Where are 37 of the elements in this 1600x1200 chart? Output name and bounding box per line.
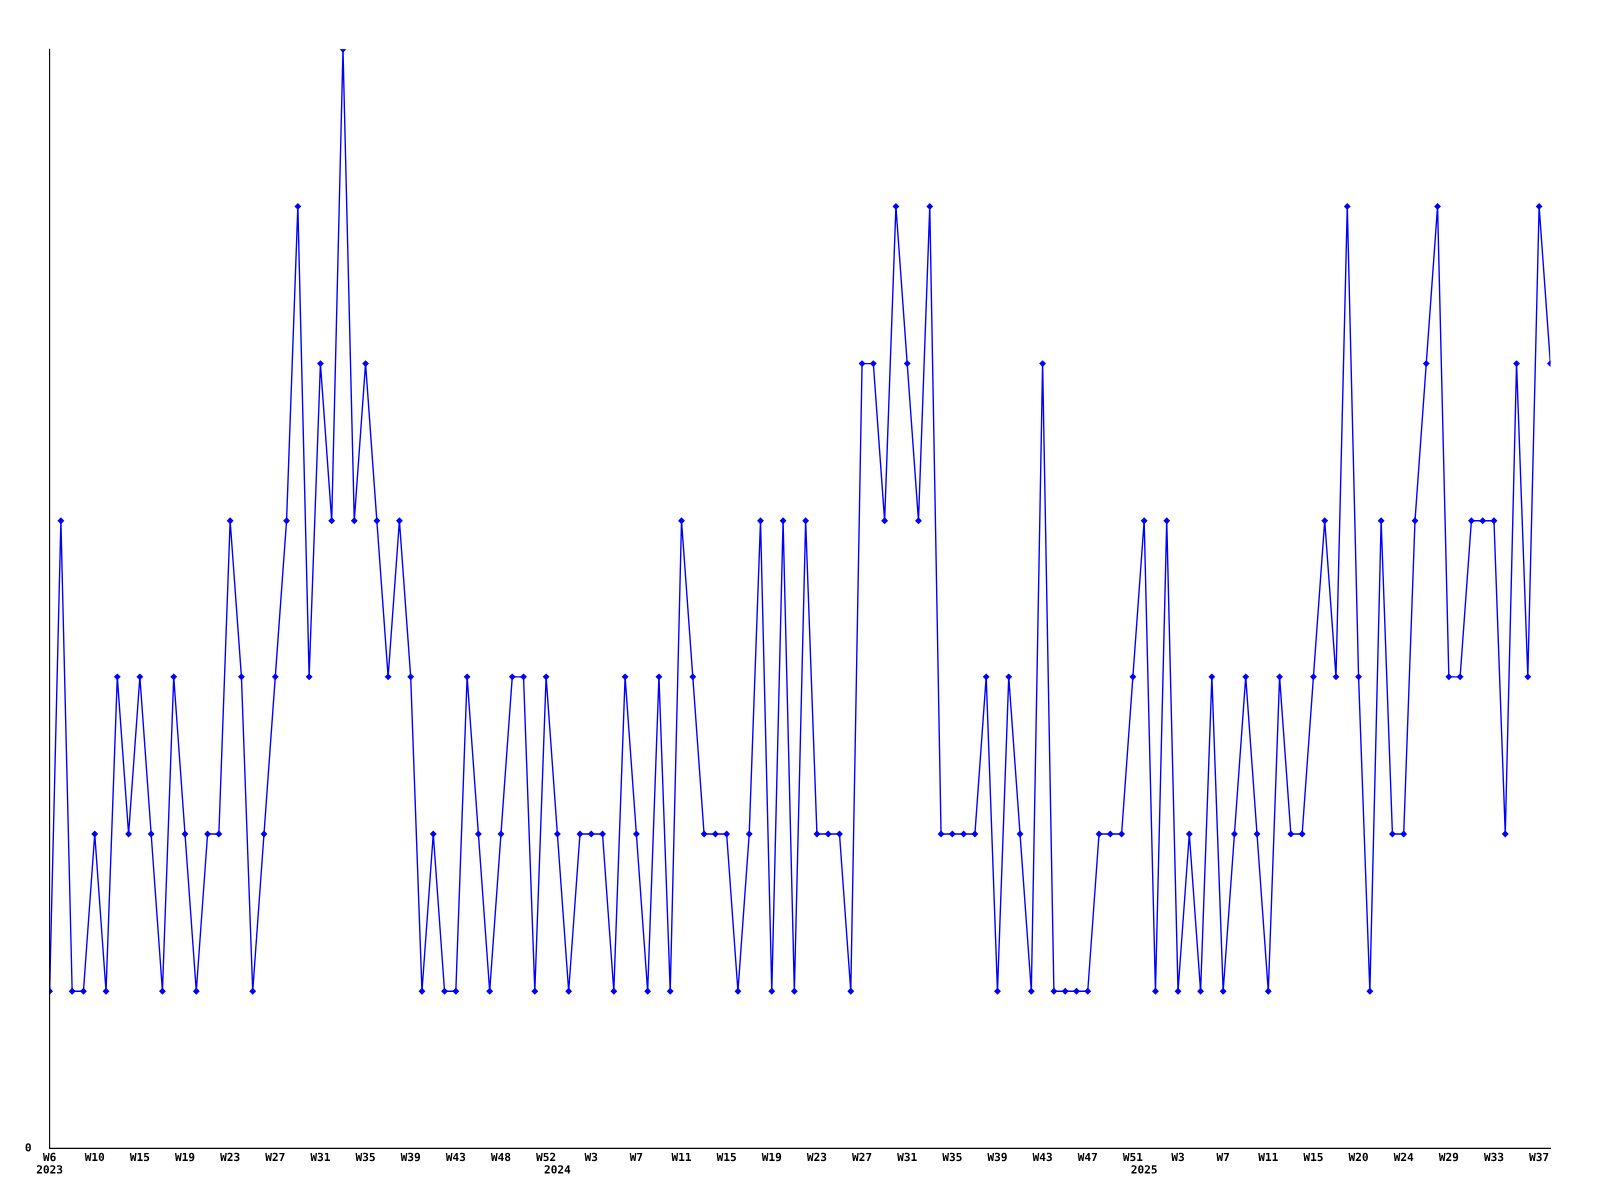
text: 0 bbox=[25, 1143, 31, 1152]
x-tick-label: W3 bbox=[1171, 1152, 1184, 1162]
x-tick-label: W11 bbox=[671, 1152, 692, 1162]
x-tick-label: W35 bbox=[942, 1152, 962, 1162]
x-tick-label: W15 bbox=[1303, 1152, 1323, 1162]
x-tick-label: W43 bbox=[445, 1152, 466, 1162]
x-tick-label: W27 bbox=[852, 1152, 872, 1162]
x-tick-label: W24 bbox=[1393, 1152, 1414, 1162]
x-tick-label: W47 bbox=[1077, 1152, 1097, 1162]
x-tick-label: W7 bbox=[1216, 1152, 1230, 1162]
x-tick-label: W20 bbox=[1348, 1152, 1368, 1162]
x-tick-label: W43 bbox=[1032, 1152, 1052, 1162]
x-tick-label: W35 bbox=[355, 1152, 375, 1162]
x-tick-label: W7 bbox=[629, 1152, 643, 1162]
x-tick-label: W6 2023 bbox=[36, 1152, 63, 1174]
x-tick-label: W33 bbox=[1483, 1152, 1504, 1162]
x-tick-label: W3 bbox=[584, 1152, 598, 1162]
x-tick-label: 2025 bbox=[1131, 1165, 1157, 1174]
x-tick-label: W23 bbox=[220, 1152, 240, 1162]
x-tick-label: W27 bbox=[265, 1152, 285, 1162]
x-tick-label: W15 bbox=[129, 1152, 150, 1162]
x-tick-label: W10 bbox=[84, 1152, 105, 1162]
x-tick-label: 2024 bbox=[544, 1165, 571, 1174]
x-tick-label: W39 bbox=[400, 1152, 421, 1162]
x-tick-label: W15 bbox=[716, 1152, 736, 1162]
x-tick-label: W31 bbox=[310, 1152, 330, 1162]
x-tick-label: W29 bbox=[1438, 1152, 1459, 1162]
x-tick-label: W23 bbox=[806, 1152, 827, 1162]
x-tick-label: W37 bbox=[1529, 1152, 1549, 1162]
x-tick-label: W19 bbox=[761, 1152, 782, 1162]
x-tick-label: W52 bbox=[536, 1152, 556, 1162]
x-tick-label: W31 bbox=[897, 1152, 917, 1162]
x-tick-label: W11 bbox=[1258, 1152, 1278, 1162]
x-tick-label: W19 bbox=[174, 1152, 195, 1162]
x-tick-label: W48 bbox=[490, 1152, 511, 1162]
x-tick-label: W39 bbox=[987, 1152, 1007, 1162]
x-tick-label: W51 bbox=[1122, 1152, 1143, 1162]
